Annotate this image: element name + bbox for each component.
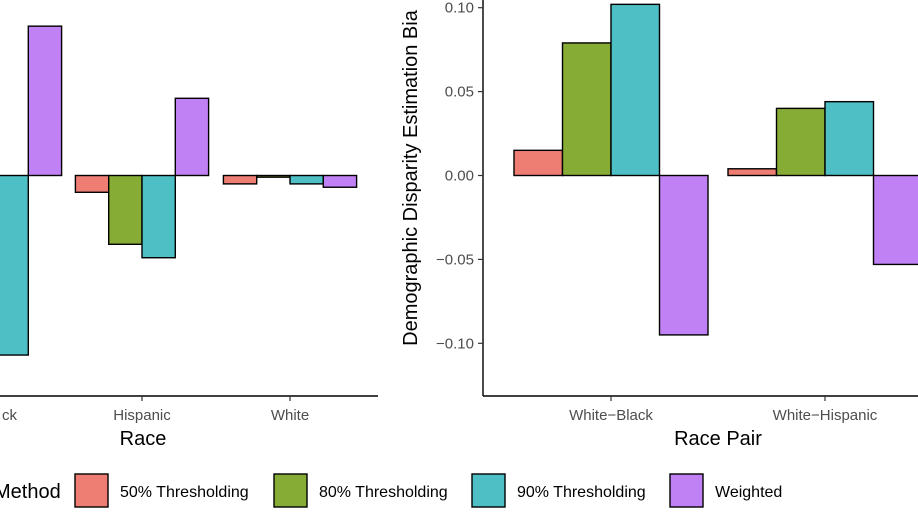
right-y-tick-label: 0.05 xyxy=(445,84,474,101)
left-x-axis-title: Race xyxy=(120,428,167,450)
legend-swatch-50-thresholding xyxy=(74,473,109,508)
left-bars xyxy=(0,25,358,356)
legend-label-90-thresholding: 90% Thresholding xyxy=(517,484,646,501)
left-bar-white-weighted xyxy=(322,174,358,188)
right-y-tick-label: 0.00 xyxy=(445,168,474,185)
legend-swatch-90-thresholding xyxy=(471,473,506,508)
right-x-tick-label: White−Black xyxy=(569,407,653,424)
left-bar-white-50-thresholding xyxy=(222,174,258,185)
left-bar-black-90-thresholding xyxy=(0,174,29,356)
right-y-tick-label: 0.10 xyxy=(445,0,474,17)
right-y-axis-title: Demographic Disparity Estimation Bia xyxy=(400,9,422,346)
left-x-tick-label: White xyxy=(271,407,309,424)
right-bar-white-black-90-thresholding xyxy=(610,3,661,177)
right-bar-white-black-80-thresholding xyxy=(561,42,612,177)
right-y-ticks: −0.10 −0.05 0.00 0.05 0.10 xyxy=(436,0,483,352)
right-x-axis-title: Race Pair xyxy=(674,428,762,450)
right-y-tick-label: −0.05 xyxy=(436,251,474,268)
right-y-tick-label: −0.10 xyxy=(436,335,474,352)
right-bars xyxy=(513,3,918,336)
left-bar-hispanic-weighted xyxy=(174,97,210,177)
legend-label-80-thresholding: 80% Thresholding xyxy=(319,484,448,501)
right-panel: −0.10−0.050.000.050.10 White−Black White−… xyxy=(400,0,918,450)
left-bar-white-80-thresholding xyxy=(256,174,291,178)
legend-label-50-thresholding: 50% Thresholding xyxy=(120,484,249,501)
legend-title: Method xyxy=(0,481,61,503)
right-bar-white-hispanic-90-thresholding xyxy=(824,100,875,177)
right-bar-white-black-50-thresholding xyxy=(513,149,564,177)
left-x-tick-label: Hispanic xyxy=(113,407,171,424)
right-bar-white-hispanic-weighted xyxy=(872,174,918,266)
right-bar-white-hispanic-50-thresholding xyxy=(727,168,778,177)
legend-swatch-weighted xyxy=(669,473,704,508)
legend-swatch-80-thresholding xyxy=(273,473,308,508)
legend-items: 50% Thresholding 80% Thresholding 90% Thre… xyxy=(74,473,782,508)
right-x-ticks: White−Black White−Hispanic xyxy=(569,396,878,424)
left-bar-hispanic-80-thresholding xyxy=(107,174,143,245)
right-bar-white-black-weighted xyxy=(658,174,709,336)
legend: Method 50% Thresholding 80% Thresholding 9… xyxy=(0,473,782,508)
left-x-ticks: ck Hispanic White xyxy=(2,396,309,424)
right-bar-white-hispanic-80-thresholding xyxy=(775,107,826,177)
left-bar-black-weighted xyxy=(27,25,63,177)
left-panel: ck Hispanic White Race xyxy=(0,25,378,450)
legend-label-weighted: Weighted xyxy=(715,484,782,501)
left-bar-white-90-thresholding xyxy=(289,174,324,185)
right-x-tick-label: White−Hispanic xyxy=(773,407,878,424)
left-bar-hispanic-90-thresholding xyxy=(141,174,176,259)
left-x-tick-label: ck xyxy=(2,407,18,424)
left-bar-hispanic-50-thresholding xyxy=(74,174,110,193)
